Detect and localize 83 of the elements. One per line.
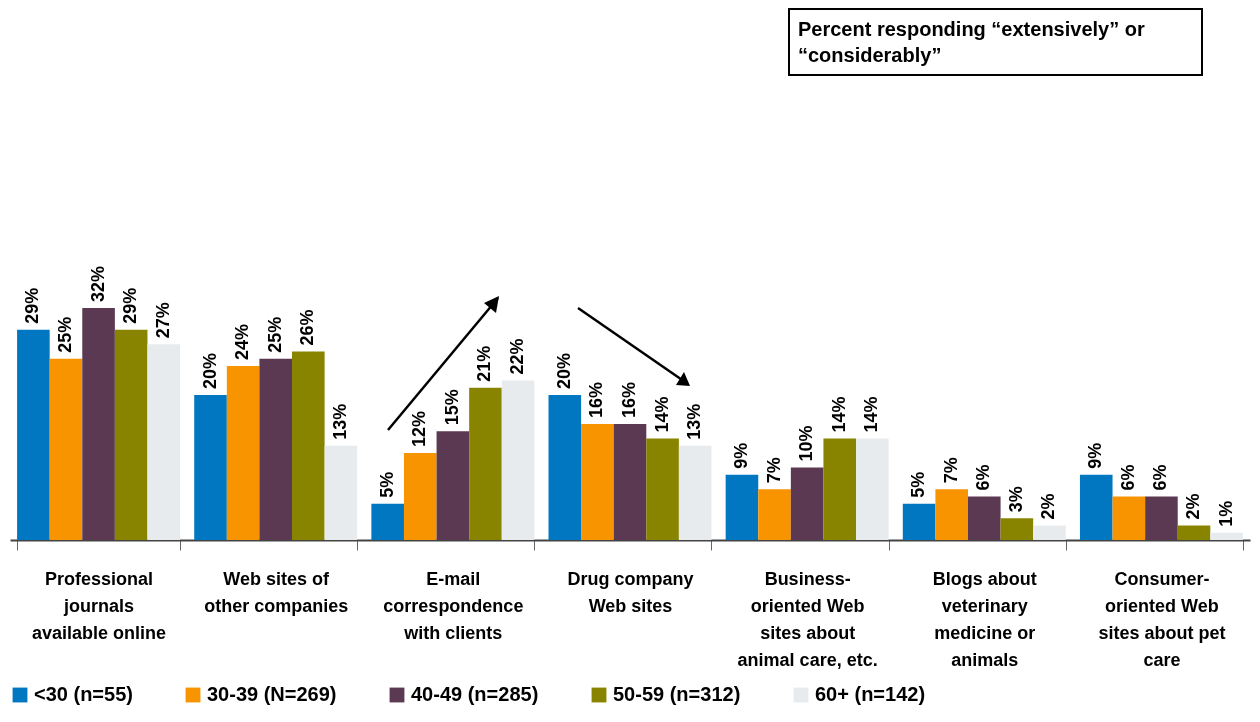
data-label: 1% [1215,500,1236,527]
bar [114,329,148,540]
x-tick-label: E-mail correspondence with clients [383,568,524,643]
bar [856,438,889,540]
data-label: 6% [1150,464,1171,491]
x-tick-label: Consumer-oriented Web sites about pet care [1098,568,1226,670]
x-tick-label: Business-oriented Web sites about animal care, etc. [737,568,878,670]
data-label: 16% [586,381,607,418]
bar [823,438,857,540]
data-label: 5% [908,471,929,498]
data-label: 6% [1117,464,1138,491]
bar [581,424,614,540]
bar [758,489,791,540]
data-label: 10% [796,425,817,462]
bar [1145,496,1178,540]
data-label: 26% [297,309,318,346]
bar [613,424,647,540]
bar [324,445,358,540]
bar [17,329,50,540]
bar [902,503,936,540]
bar [646,438,679,540]
bar [82,308,115,540]
data-label: 27% [152,302,173,339]
bar [226,366,260,540]
data-label: 3% [1005,486,1026,513]
bar [1210,532,1243,540]
bar [292,351,325,540]
data-label: 25% [264,316,285,353]
bar [436,431,470,540]
bar [725,474,759,540]
bar [548,395,582,540]
legend-label: 40-49 (n=285) [411,683,539,705]
data-label: 7% [940,457,961,484]
bar [967,496,1001,540]
legend-label: 50-59 (n=312) [613,683,741,705]
x-tick-label: Web sites of other companies [204,568,349,616]
data-label: 2% [1183,493,1204,520]
data-label: 13% [329,403,350,440]
data-label: 14% [861,396,882,433]
bar [1177,525,1211,540]
x-tick-label: Blogs about veterinary medicine or animals [932,568,1037,670]
data-label: 21% [474,345,495,382]
bar [469,387,502,540]
data-label: 20% [199,352,220,389]
data-label: 12% [409,410,430,447]
bar [1000,518,1034,540]
bar [371,503,404,540]
x-tick-label: Professional journals available online [32,568,167,643]
bar [1033,525,1066,540]
data-label: 7% [763,457,784,484]
bar [935,489,968,540]
data-label: 6% [973,464,994,491]
data-label: 25% [54,316,75,353]
data-label: 22% [507,338,528,375]
data-label: 15% [441,389,462,426]
data-label: 2% [1038,493,1059,520]
x-tick-label: Drug company Web sites [567,568,694,616]
data-label: 14% [828,396,849,433]
bar [1079,474,1113,540]
data-label: 32% [87,265,108,302]
legend-label: <30 (n=55) [34,683,133,705]
chart-title: Percent responding “extensively” or “considerably” [788,8,1203,76]
bar [147,344,181,540]
data-label: 24% [232,323,253,360]
legend-label: 30-39 (N=269) [207,683,337,705]
bar [678,445,712,540]
data-label: 20% [553,352,574,389]
bar [194,395,227,540]
data-label: 14% [651,396,672,433]
bar [501,380,535,540]
bar [790,467,824,540]
data-label: 16% [619,381,639,418]
data-label: 29% [22,287,43,324]
bar [403,453,437,540]
legend-label: 60+ (n=142) [815,683,926,705]
data-label: 9% [730,442,751,469]
data-label: 13% [684,403,705,440]
bar [1112,496,1146,540]
bar [259,358,293,540]
bar [49,358,83,540]
data-label: 9% [1085,442,1106,469]
data-label: 29% [120,287,141,324]
data-label: 5% [376,471,397,498]
